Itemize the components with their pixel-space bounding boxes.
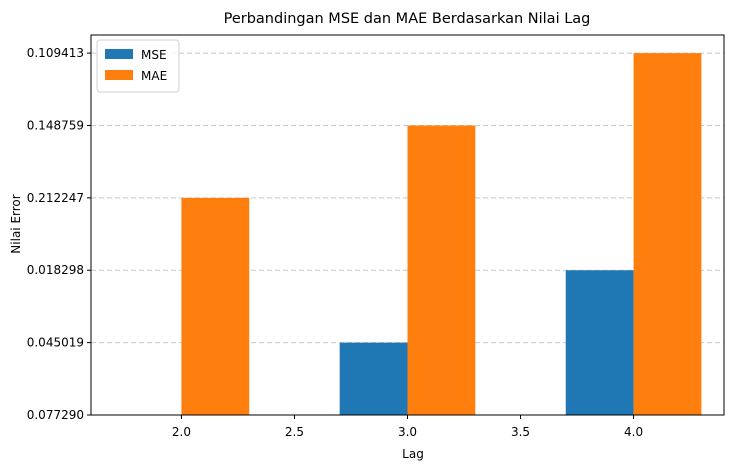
chart-title: Perbandingan MSE dan MAE Berdasarkan Nil…	[224, 11, 591, 27]
legend-box	[96, 39, 180, 93]
x-axis-label: Lag	[402, 447, 424, 461]
legend: MSE MAE	[96, 39, 180, 93]
bar-mse	[565, 270, 634, 415]
x-tick-label: 3.5	[511, 425, 530, 439]
x-tick-label: 4.0	[624, 425, 643, 439]
bar-mae	[633, 53, 702, 415]
y-tick-label: 0.212247	[27, 191, 84, 205]
y-tick-label: 0.045019	[27, 336, 84, 350]
legend-swatch-mae	[105, 70, 133, 80]
y-axis-label: Nilai Error	[9, 194, 23, 253]
legend-label-mae: MAE	[141, 69, 167, 83]
bar-mae	[181, 197, 250, 415]
legend-swatch-mse	[105, 49, 133, 59]
bar-mae	[407, 125, 476, 415]
bars	[181, 53, 702, 415]
y-tick-label: 0.018298	[27, 263, 84, 277]
y-tick-label: 0.077290	[27, 408, 84, 422]
y-tick-label: 0.109413	[27, 46, 84, 60]
bar-mse	[339, 342, 408, 415]
x-tick-label: 2.0	[172, 425, 191, 439]
x-tick-label: 2.5	[285, 425, 304, 439]
ticks: 0.077290 0.045019 0.018298 0.212247 0.148759…	[27, 46, 643, 439]
x-tick-label: 3.0	[398, 425, 417, 439]
y-tick-label: 0.148759	[27, 118, 84, 132]
legend-label-mse: MSE	[141, 48, 167, 62]
